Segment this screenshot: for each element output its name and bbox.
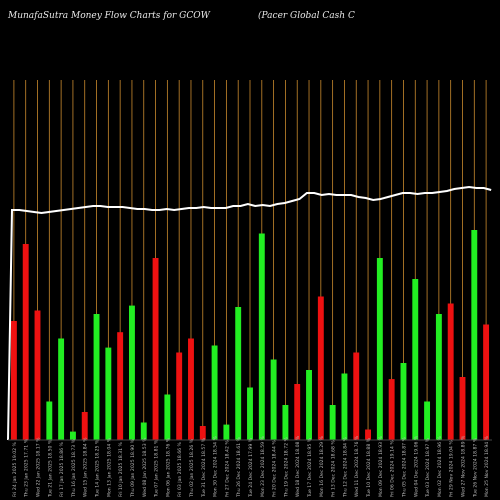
money-flow-bar bbox=[199, 426, 206, 440]
x-axis-label: Wed 04 Dec 2024 19.06 % bbox=[413, 435, 419, 497]
money-flow-bar bbox=[317, 296, 324, 440]
x-axis-label: Fri 24 Jan 2025 19.02 % bbox=[12, 441, 18, 497]
money-flow-bar bbox=[152, 258, 159, 440]
money-flow-bar bbox=[353, 352, 360, 440]
money-flow-bar bbox=[247, 387, 253, 440]
money-flow-bar bbox=[447, 303, 454, 440]
money-flow-bar bbox=[294, 384, 301, 440]
money-flow-bar bbox=[188, 338, 194, 440]
money-flow-bar bbox=[211, 345, 218, 440]
money-flow-bar bbox=[258, 233, 265, 440]
x-axis-label: Thu 02 Jan 2025 18.26 % bbox=[189, 438, 195, 498]
x-axis-label: Tue 07 Jan 2025 18.81 % bbox=[154, 439, 160, 498]
x-axis-label: Thu 09 Jan 2025 18.90 % bbox=[130, 438, 136, 498]
x-axis-label: Wed 11 Dec 2024 18.76 % bbox=[354, 435, 360, 497]
x-axis-label: Fri 06 Dec 2024 19.14 % bbox=[390, 440, 396, 497]
chart-header-title: MunafaSutra Money Flow Charts for GCOW bbox=[8, 11, 210, 21]
x-axis-label: Tue 14 Jan 2025 18.25 % bbox=[95, 439, 101, 498]
chart-header-company: (Pacer Global Cash C bbox=[258, 11, 355, 21]
x-axis-label: Wed 08 Jan 2025 18.53 % bbox=[142, 437, 148, 497]
money-flow-bar bbox=[388, 379, 395, 440]
x-axis-label: Fri 20 Dec 2024 18.44 % bbox=[272, 440, 278, 497]
x-axis-label: Tue 10 Dec 2024 18.88 % bbox=[366, 437, 372, 498]
x-axis-labels: Fri 24 Jan 2025 19.02 % Thu 23 Jan 2025 1… bbox=[12, 435, 490, 498]
x-axis-label: Fri 29 Nov 2024 19.04 % bbox=[449, 440, 455, 497]
x-axis-label: Tue 03 Dec 2024 18.97 % bbox=[425, 437, 431, 498]
money-flow-bar bbox=[46, 401, 53, 440]
money-flow-bar bbox=[365, 429, 371, 440]
money-flow-bar bbox=[34, 310, 41, 440]
x-axis-label: Wed 15 Jan 2025 18.84 % bbox=[83, 437, 89, 497]
money-flow-bar bbox=[140, 422, 147, 440]
x-axis-label: Thu 16 Jan 2025 18.73 % bbox=[71, 438, 77, 498]
x-axis-label: Thu 23 Jan 2025 17.71 % bbox=[24, 438, 30, 498]
money-flow-bar bbox=[400, 363, 407, 440]
money-flow-bar bbox=[117, 332, 124, 440]
money-flow-bar bbox=[93, 314, 100, 440]
x-axis-label: Mon 09 Dec 2024 18.93 % bbox=[378, 435, 384, 497]
money-flow-bar bbox=[58, 338, 65, 440]
x-axis-label: Tue 17 Dec 2024 18.95 % bbox=[307, 437, 313, 498]
money-flow-bar bbox=[341, 373, 348, 440]
money-flow-bar bbox=[412, 279, 419, 440]
money-flow-bar bbox=[235, 307, 242, 440]
money-flow-bar bbox=[270, 359, 277, 440]
money-flow-bar bbox=[223, 424, 230, 440]
x-axis-label: Tue 24 Dec 2024 17.99 % bbox=[248, 437, 254, 498]
money-flow-bar bbox=[424, 401, 431, 440]
x-axis-label: Mon 06 Jan 2025 18.76 % bbox=[165, 437, 171, 497]
x-axis-label: Mon 13 Jan 2025 18.04 % bbox=[106, 437, 112, 497]
money-flow-bar bbox=[329, 405, 336, 440]
money-flow-bar bbox=[435, 314, 442, 440]
x-axis-label: Thu 12 Dec 2024 18.84 % bbox=[342, 436, 348, 498]
money-flow-bar bbox=[306, 370, 312, 440]
x-axis-label: Fri 13 Dec 2024 18.68 % bbox=[331, 440, 337, 497]
money-flow-bar bbox=[10, 321, 17, 440]
x-axis-label: Fri 03 Jan 2025 18.66 % bbox=[177, 441, 183, 497]
money-flow-bar bbox=[69, 431, 76, 440]
money-flow-bar bbox=[282, 405, 289, 440]
x-axis-label: Fri 17 Jan 2025 18.86 % bbox=[59, 441, 65, 497]
money-flow-bar bbox=[129, 305, 135, 440]
x-axis-label: Thu 19 Dec 2024 18.72 % bbox=[283, 436, 289, 498]
money-flow-bar bbox=[376, 258, 383, 440]
money-flow-bar bbox=[483, 324, 490, 440]
money-flow-bar bbox=[164, 394, 171, 440]
money-flow-bar bbox=[81, 412, 88, 440]
x-axis-label: Wed 27 Nov 2024 18.89 % bbox=[460, 435, 466, 497]
x-axis-label: Thu 05 Dec 2024 18.87 % bbox=[401, 436, 407, 498]
x-axis-label: Thu 26 Dec 2024 18.61 % bbox=[236, 436, 242, 498]
x-axis-label: Wed 18 Dec 2024 18.08 % bbox=[295, 435, 301, 497]
money-flow-bar bbox=[22, 244, 29, 440]
x-axis-label: Fri 10 Jan 2025 18.31 % bbox=[118, 441, 124, 497]
money-flow-bars bbox=[10, 230, 490, 440]
money-flow-bar bbox=[105, 347, 112, 440]
money-flow-bar bbox=[471, 230, 478, 440]
x-axis-label: Mon 16 Dec 2024 18.29 % bbox=[319, 435, 325, 497]
x-axis-label: Mon 02 Dec 2024 18.96 % bbox=[437, 435, 443, 497]
money-flow-bar bbox=[176, 352, 183, 440]
price-line bbox=[7, 185, 492, 441]
money-flow-bar bbox=[459, 377, 466, 440]
x-axis-label: Fri 27 Dec 2024 18.42 % bbox=[224, 440, 230, 497]
x-axis-label: Tue 26 Nov 2024 18.87 % bbox=[472, 437, 478, 498]
x-axis-label: Mon 25 Nov 2024 18.94 % bbox=[484, 435, 490, 497]
x-axis-label: Mon 30 Dec 2024 18.54 % bbox=[213, 435, 219, 497]
x-axis-label: Tue 21 Jan 2025 18.50 % bbox=[47, 439, 53, 498]
x-axis-label: Wed 22 Jan 2025 18.17 % bbox=[36, 437, 42, 497]
x-axis-label: Mon 23 Dec 2024 18.59 % bbox=[260, 435, 266, 497]
x-axis-label: Tue 31 Dec 2024 18.57 % bbox=[201, 437, 207, 498]
